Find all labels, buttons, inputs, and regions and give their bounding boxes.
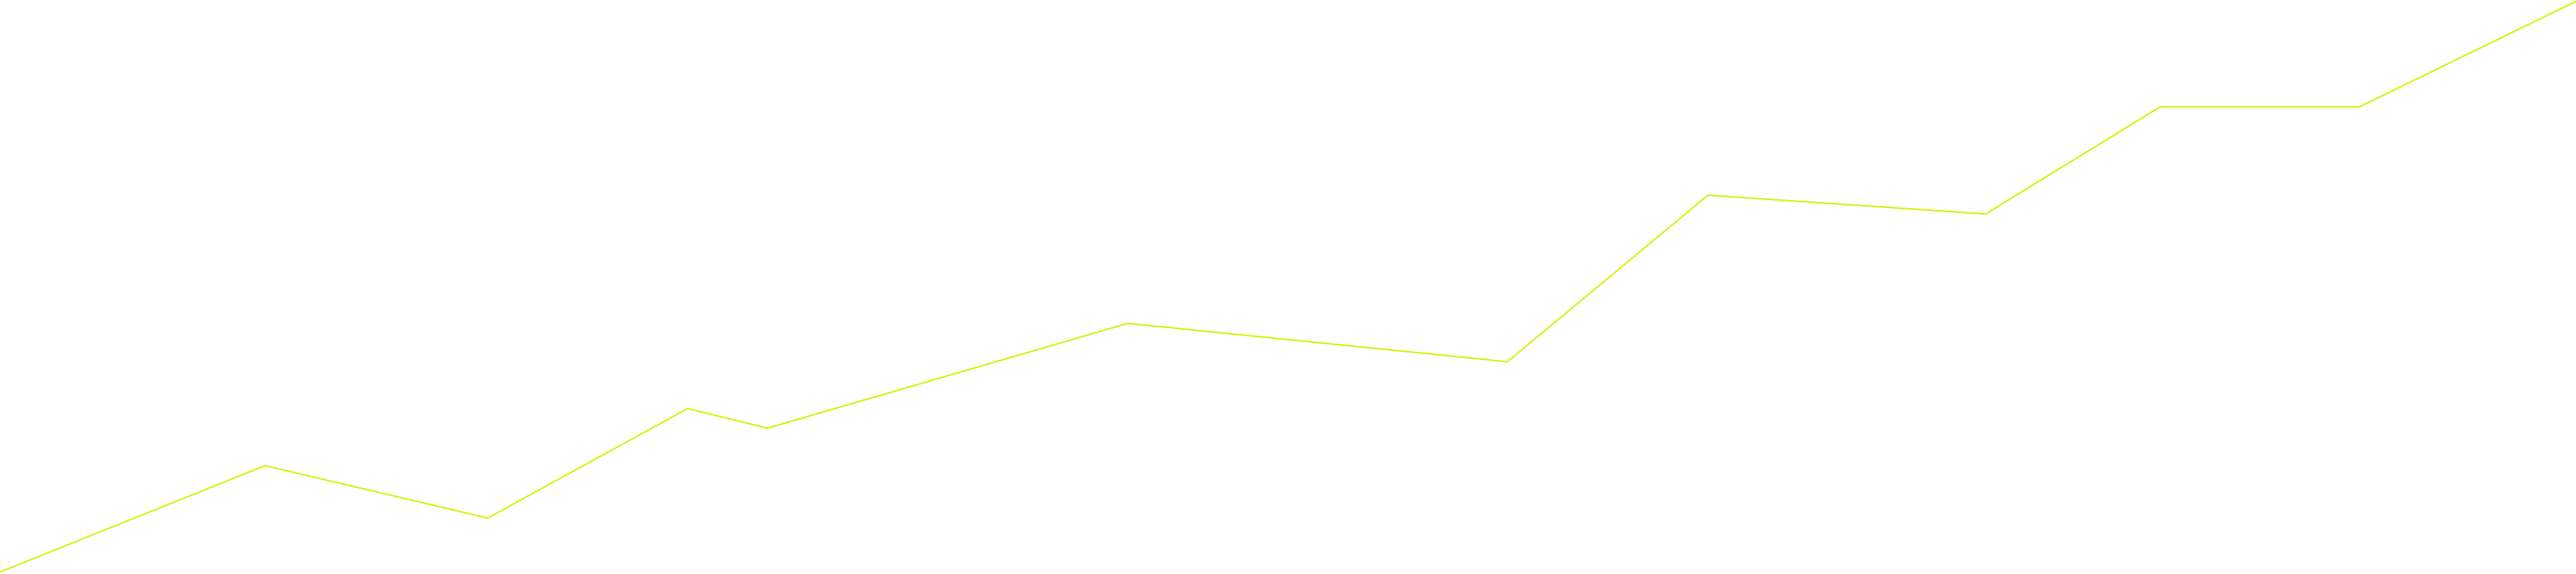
data-point [1126, 322, 1129, 324]
data-point [1506, 361, 1509, 363]
data-point [1984, 213, 1987, 215]
data-point [1707, 194, 1709, 196]
data-point [2159, 106, 2161, 108]
data-point [686, 408, 689, 410]
data-point [0, 571, 1, 573]
data-point [486, 517, 489, 519]
data-point [264, 465, 266, 467]
data-point [766, 427, 769, 429]
data-point [2358, 106, 2361, 108]
